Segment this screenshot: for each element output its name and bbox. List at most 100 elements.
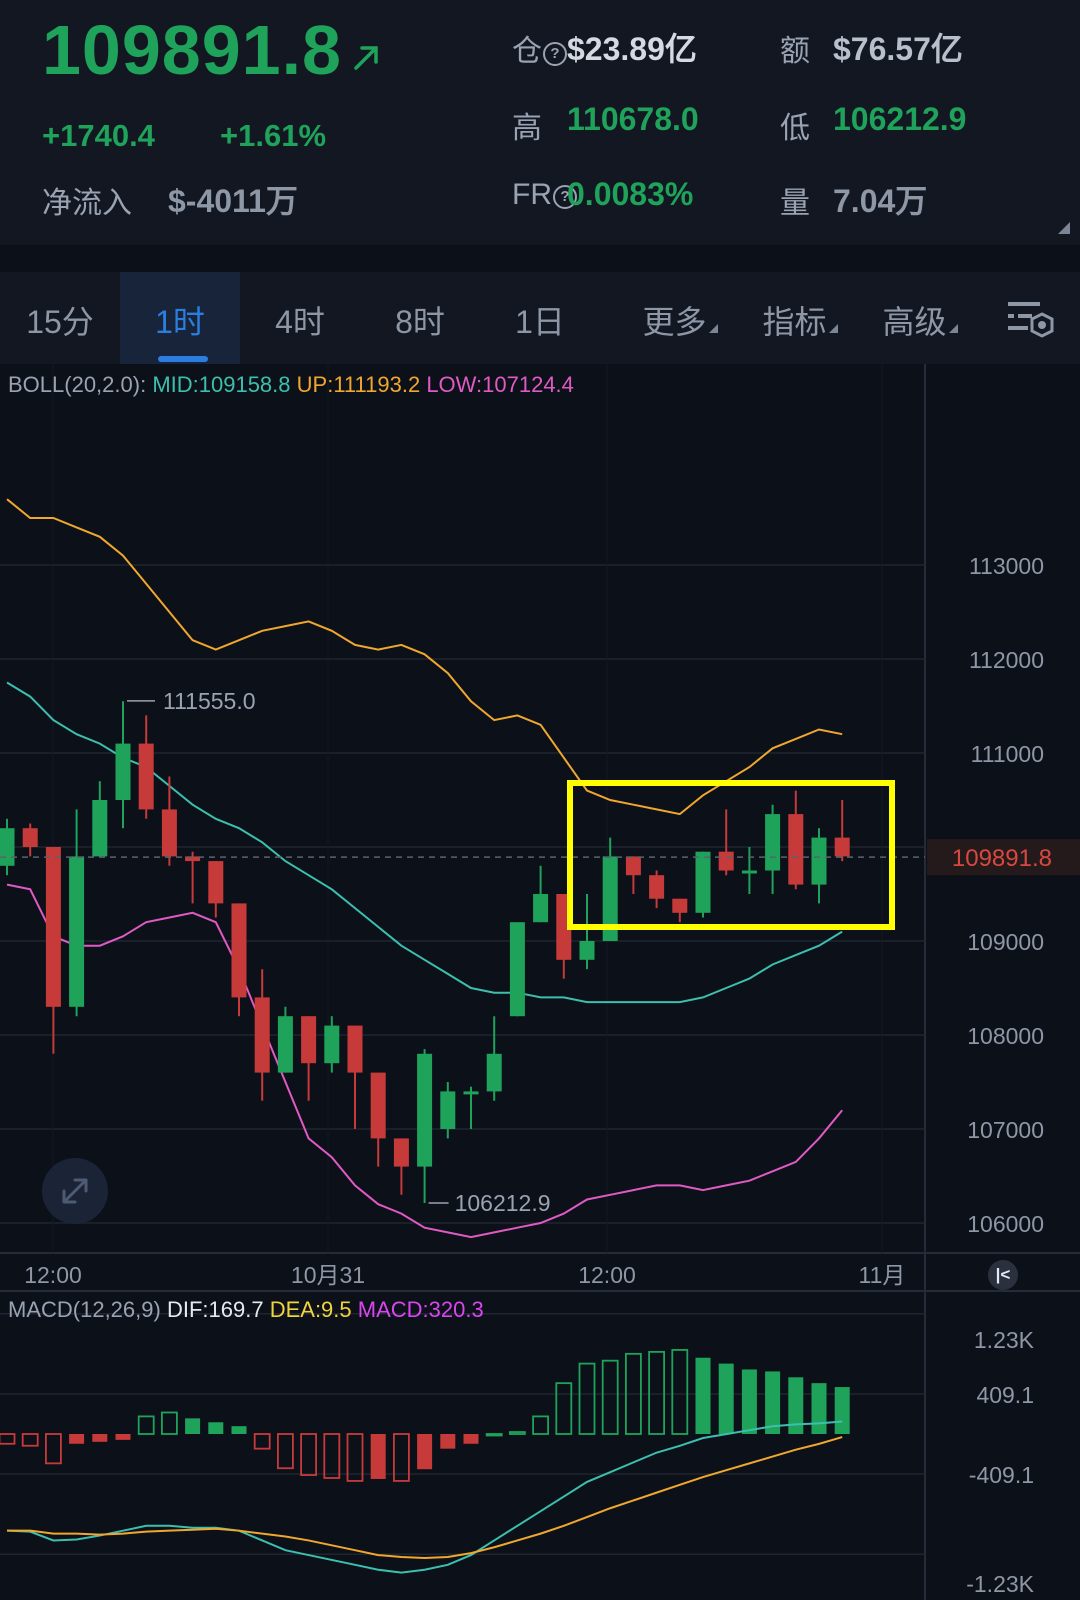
candle-body — [22, 828, 38, 847]
macd-histogram-bar — [417, 1434, 433, 1470]
macd-histogram-bar — [578, 1362, 596, 1435]
high-label: 高 — [512, 112, 542, 145]
candle-body — [138, 743, 154, 810]
boll-legend-mid: MID:109158.8 — [152, 372, 291, 397]
candle-body — [440, 1091, 456, 1129]
macd-tick-label: 1.23K — [974, 1327, 1035, 1353]
candle-body — [370, 1072, 386, 1139]
candle-body — [161, 809, 177, 857]
macd-histogram-bar — [69, 1434, 85, 1444]
macd-histogram-bar — [463, 1434, 479, 1444]
macd-histogram-bar — [811, 1383, 827, 1434]
tab-indicators[interactable]: 指标 — [745, 272, 855, 364]
funding-rate-label: FR — [512, 178, 552, 211]
macd-histogram-bar — [323, 1433, 341, 1479]
macd-histogram-bar — [508, 1431, 526, 1435]
candle-body — [185, 856, 201, 862]
price-tick-label: 108000 — [967, 1023, 1044, 1049]
candle-body — [672, 898, 688, 913]
candle-body — [602, 856, 618, 941]
macd-histogram-bar — [765, 1371, 781, 1434]
candle-body — [324, 1025, 340, 1064]
fullscreen-button[interactable] — [42, 1158, 108, 1224]
price-tick-label: 112000 — [969, 647, 1044, 673]
candle-body — [834, 837, 850, 857]
boll-legend-up: UP:111193.2 — [296, 372, 421, 397]
candle-body — [45, 847, 61, 1007]
turnover-label: 额 — [780, 35, 810, 68]
macd-histogram-bar — [137, 1415, 155, 1435]
net-inflow-label: 净流入 — [42, 187, 132, 220]
price-tick-label: 109000 — [967, 929, 1044, 955]
macd-histogram-bar — [718, 1363, 734, 1434]
help-icon[interactable]: ? — [553, 185, 577, 209]
candle-body — [92, 800, 108, 857]
time-tick-label: 11月 — [859, 1262, 906, 1288]
boll-legend-name: BOLL(20,2.0): — [8, 372, 147, 397]
low-value: 106212.9 — [833, 101, 967, 137]
macd-histogram-bar — [45, 1433, 62, 1465]
tab-advanced[interactable]: 高级 — [865, 272, 975, 364]
macd-histogram-bar — [601, 1359, 619, 1435]
candle-body — [649, 875, 665, 899]
help-icon[interactable]: ? — [543, 42, 567, 66]
macd-histogram-bar — [834, 1387, 850, 1434]
tab-8h[interactable]: 8时 — [395, 304, 445, 340]
scroll-to-latest-button[interactable]: |< — [988, 1260, 1018, 1290]
macd-histogram-bar — [788, 1377, 804, 1434]
candle-body — [277, 1016, 293, 1073]
macd-histogram-bar — [21, 1433, 39, 1447]
price-chart[interactable]: 113000 112000 111000 109000 108000 107000 1060… — [0, 364, 1080, 1600]
dropdown-icon — [828, 324, 838, 333]
candle-body — [625, 856, 641, 876]
macd-histogram-bar — [231, 1426, 247, 1434]
candle-body — [69, 856, 85, 1007]
macd-histogram-bar — [370, 1434, 386, 1479]
expand-icon — [62, 1178, 88, 1204]
turnover-value: $76.57亿 — [833, 31, 963, 67]
macd-histogram-bar — [276, 1433, 294, 1470]
macd-histogram-bar — [392, 1433, 410, 1482]
candle-body — [347, 1025, 363, 1073]
candle-body — [254, 997, 270, 1073]
macd-histogram-bar — [485, 1433, 503, 1437]
macd-histogram-bar — [115, 1434, 131, 1440]
macd-dea-line — [7, 1436, 843, 1560]
candle-body — [695, 851, 711, 913]
candle-body — [579, 941, 595, 960]
candle-body — [0, 828, 15, 866]
volume-label: 量 — [780, 187, 810, 220]
macd-dif-line — [6, 1420, 843, 1574]
candle-body — [765, 814, 781, 871]
macd-histogram-bar — [671, 1349, 689, 1435]
high-value: 110678.0 — [567, 101, 699, 137]
candle-body — [208, 861, 224, 904]
candle-body — [486, 1053, 502, 1092]
macd-legend-macd: MACD:320.3 — [357, 1297, 484, 1322]
price-tick-label: 106000 — [967, 1211, 1044, 1237]
tab-4h[interactable]: 4时 — [275, 304, 325, 340]
open-interest-stat[interactable]: 仓? — [512, 26, 568, 70]
boll-lower-line — [6, 883, 843, 1239]
candle-body — [533, 894, 549, 923]
low-annotation-label: 106212.9 — [455, 1190, 551, 1216]
expand-corner-icon[interactable] — [1058, 222, 1070, 234]
macd-histogram-bar — [648, 1350, 665, 1435]
macd-legend: MACD(12,26,9) DIF:169.7 DEA:9.5 MACD:320… — [8, 1297, 484, 1323]
macd-histogram-bar — [300, 1433, 318, 1476]
current-price-label: 109891.8 — [952, 845, 1052, 872]
funding-rate-stat[interactable]: FR? — [512, 178, 578, 212]
tab-15m[interactable]: 15分 — [26, 304, 94, 340]
tab-1d[interactable]: 1日 — [515, 304, 565, 340]
boll-legend: BOLL(20,2.0): MID:109158.8 UP:111193.2 L… — [8, 372, 574, 398]
macd-histogram-bar — [185, 1418, 201, 1434]
chart-settings-icon[interactable] — [1006, 298, 1056, 340]
macd-histogram-bar — [695, 1357, 711, 1434]
macd-tick-label: -1.23K — [966, 1571, 1034, 1597]
price-tick-label: 111000 — [971, 741, 1044, 767]
macd-histogram-bar — [253, 1433, 271, 1450]
macd-tick-label: -409.1 — [969, 1462, 1034, 1488]
tab-1h[interactable]: 1时 — [120, 272, 240, 364]
tab-more[interactable]: 更多 — [625, 272, 735, 364]
low-label: 低 — [780, 112, 810, 145]
